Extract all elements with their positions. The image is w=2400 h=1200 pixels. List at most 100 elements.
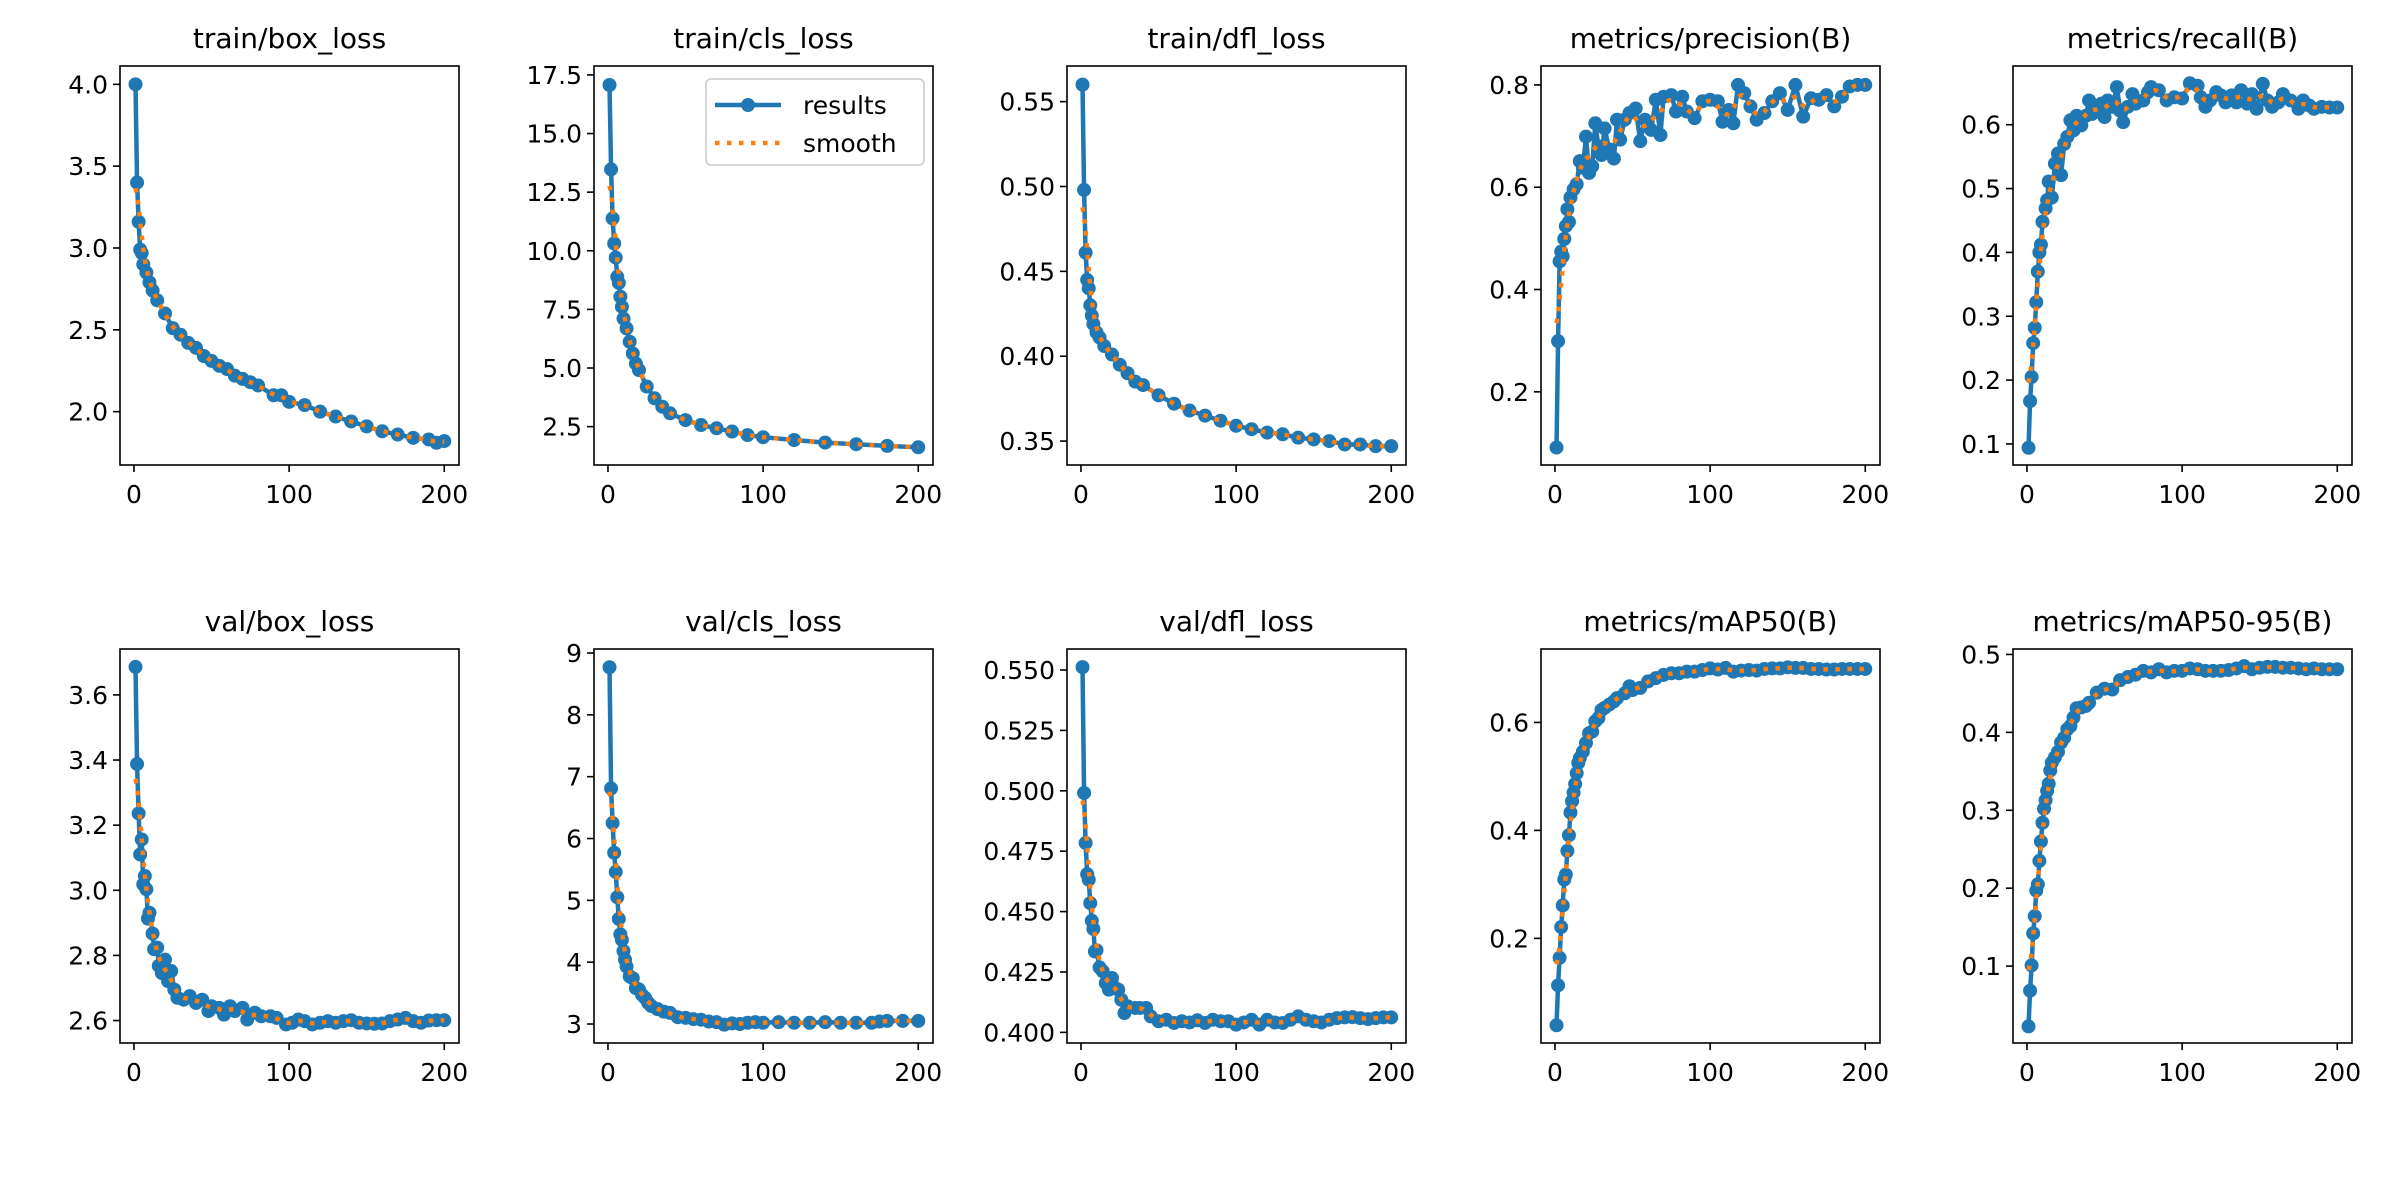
- results-point: [619, 321, 634, 336]
- subplot-val-cls-loss: val/cls_loss 0 100 200 3 4 5 6 7 8 9: [566, 605, 942, 1087]
- results-point: [130, 756, 145, 771]
- y-tick-label: 10.0: [526, 237, 582, 266]
- y-tick-label: 3.0: [68, 234, 108, 263]
- y-tick-label: 2.5: [542, 413, 582, 442]
- x-tick-label: 200: [894, 480, 942, 509]
- x-tick-label: 100: [1686, 480, 1734, 509]
- results-point: [1078, 835, 1093, 850]
- axes-frame: [593, 648, 934, 1044]
- results-point: [2023, 983, 2038, 998]
- results-point: [849, 1015, 864, 1030]
- y-tick-label: 6: [566, 825, 582, 854]
- results-point: [2244, 87, 2259, 102]
- results-point: [1558, 867, 1573, 882]
- y-tick-label: 5.0: [542, 354, 582, 383]
- results-point: [2151, 83, 2166, 98]
- results-point: [1560, 843, 1575, 858]
- y-tick-label: 0.475: [983, 837, 1055, 866]
- results-point: [1578, 129, 1593, 144]
- subplot-title: train/box_loss: [193, 22, 386, 55]
- results-point: [1858, 77, 1873, 92]
- results-point: [1675, 89, 1690, 104]
- y-tick-label: 0.4: [1961, 718, 2001, 747]
- results-point: [2097, 110, 2112, 125]
- subplot-train-cls-loss: train/cls_loss 0 100 200 2.5 5.0 7.5 10.0 12.5 15…: [526, 22, 942, 509]
- results-point: [1628, 101, 1643, 116]
- x-tick-label: 100: [2158, 1058, 2206, 1087]
- results-point: [1796, 109, 1811, 124]
- results-point: [1384, 1010, 1399, 1025]
- y-tick-label: 0.6: [1961, 111, 2001, 140]
- y-tick-label: 0.50: [999, 172, 1055, 201]
- results-point: [604, 162, 619, 177]
- x-tick-label: 100: [739, 480, 787, 509]
- axes-frame: [2012, 65, 2353, 466]
- results-point: [164, 964, 179, 979]
- results-point: [1077, 785, 1092, 800]
- results-point: [1229, 418, 1244, 433]
- results-point: [605, 816, 620, 831]
- y-tick-label: 3.6: [68, 681, 108, 710]
- y-tick-label: 0.8: [1489, 71, 1529, 100]
- y-tick-label: 9: [566, 639, 582, 668]
- smooth-line: [1554, 665, 1866, 965]
- results-point: [2041, 776, 2056, 791]
- x-tick-label: 100: [2158, 480, 2206, 509]
- x-tick-label: 200: [894, 1058, 942, 1087]
- y-tick-label: 0.45: [999, 257, 1055, 286]
- y-tick-label: 2.6: [68, 1007, 108, 1036]
- results-point: [2330, 100, 2345, 115]
- y-tick-label: 0.4: [1489, 276, 1529, 305]
- y-tick-label: 3.4: [68, 746, 108, 775]
- subplot-metrics-map50-b: metrics/mAP50(B) 0 100 200 0.2 0.4 0.6: [1489, 605, 1889, 1087]
- y-tick-label: 0.4: [1489, 816, 1529, 845]
- x-tick-label: 200: [2313, 480, 2361, 509]
- y-tick-label: 0.5: [1961, 175, 2001, 204]
- results-point: [1737, 86, 1752, 101]
- x-tick-label: 0: [126, 1058, 142, 1087]
- subplot-title: val/box_loss: [205, 605, 375, 638]
- subplot-metrics-recall-b: metrics/recall(B) 0 100 200 0.1 0.2 0.3 0.4 0.5 0…: [1961, 22, 2361, 509]
- x-tick-label: 100: [1686, 1058, 1734, 1087]
- results-point: [2249, 101, 2264, 116]
- x-tick-label: 0: [2019, 1058, 2035, 1087]
- results-point: [251, 378, 266, 393]
- results-point: [602, 660, 617, 675]
- axes-frame: [593, 65, 934, 466]
- legend-label-smooth: smooth: [803, 129, 897, 158]
- y-tick-label: 2.0: [68, 398, 108, 427]
- x-tick-label: 200: [420, 480, 468, 509]
- results-point: [1668, 104, 1683, 119]
- results-point: [2330, 662, 2345, 677]
- results-point: [1384, 439, 1399, 454]
- results-point: [406, 430, 421, 445]
- results-point: [631, 363, 646, 378]
- results-point: [1585, 159, 1600, 174]
- results-point: [437, 1013, 452, 1028]
- results-point: [1772, 86, 1787, 101]
- results-point: [1368, 439, 1383, 454]
- x-tick-label: 100: [265, 1058, 313, 1087]
- x-tick-label: 200: [1841, 480, 1889, 509]
- y-tick-label: 15.0: [526, 120, 582, 149]
- y-tick-label: 2.5: [68, 316, 108, 345]
- x-tick-label: 0: [600, 1058, 616, 1087]
- results-point: [787, 433, 802, 448]
- plot-area: [2021, 659, 2345, 1034]
- x-tick-label: 0: [1547, 1058, 1563, 1087]
- plot-area: [602, 660, 926, 1032]
- results-point: [1613, 132, 1628, 147]
- results-point: [694, 417, 709, 432]
- results-point: [1322, 434, 1337, 449]
- x-tick-label: 0: [1073, 480, 1089, 509]
- y-tick-label: 0.35: [999, 427, 1055, 456]
- results-point: [375, 424, 390, 439]
- results-point: [437, 434, 452, 449]
- y-tick-label: 0.550: [983, 656, 1055, 685]
- results-point: [608, 864, 623, 879]
- results-point: [833, 1015, 848, 1030]
- y-tick-label: 5: [566, 886, 582, 915]
- subplot-title: metrics/mAP50-95(B): [2033, 605, 2333, 638]
- y-tick-label: 0.2: [1489, 378, 1529, 407]
